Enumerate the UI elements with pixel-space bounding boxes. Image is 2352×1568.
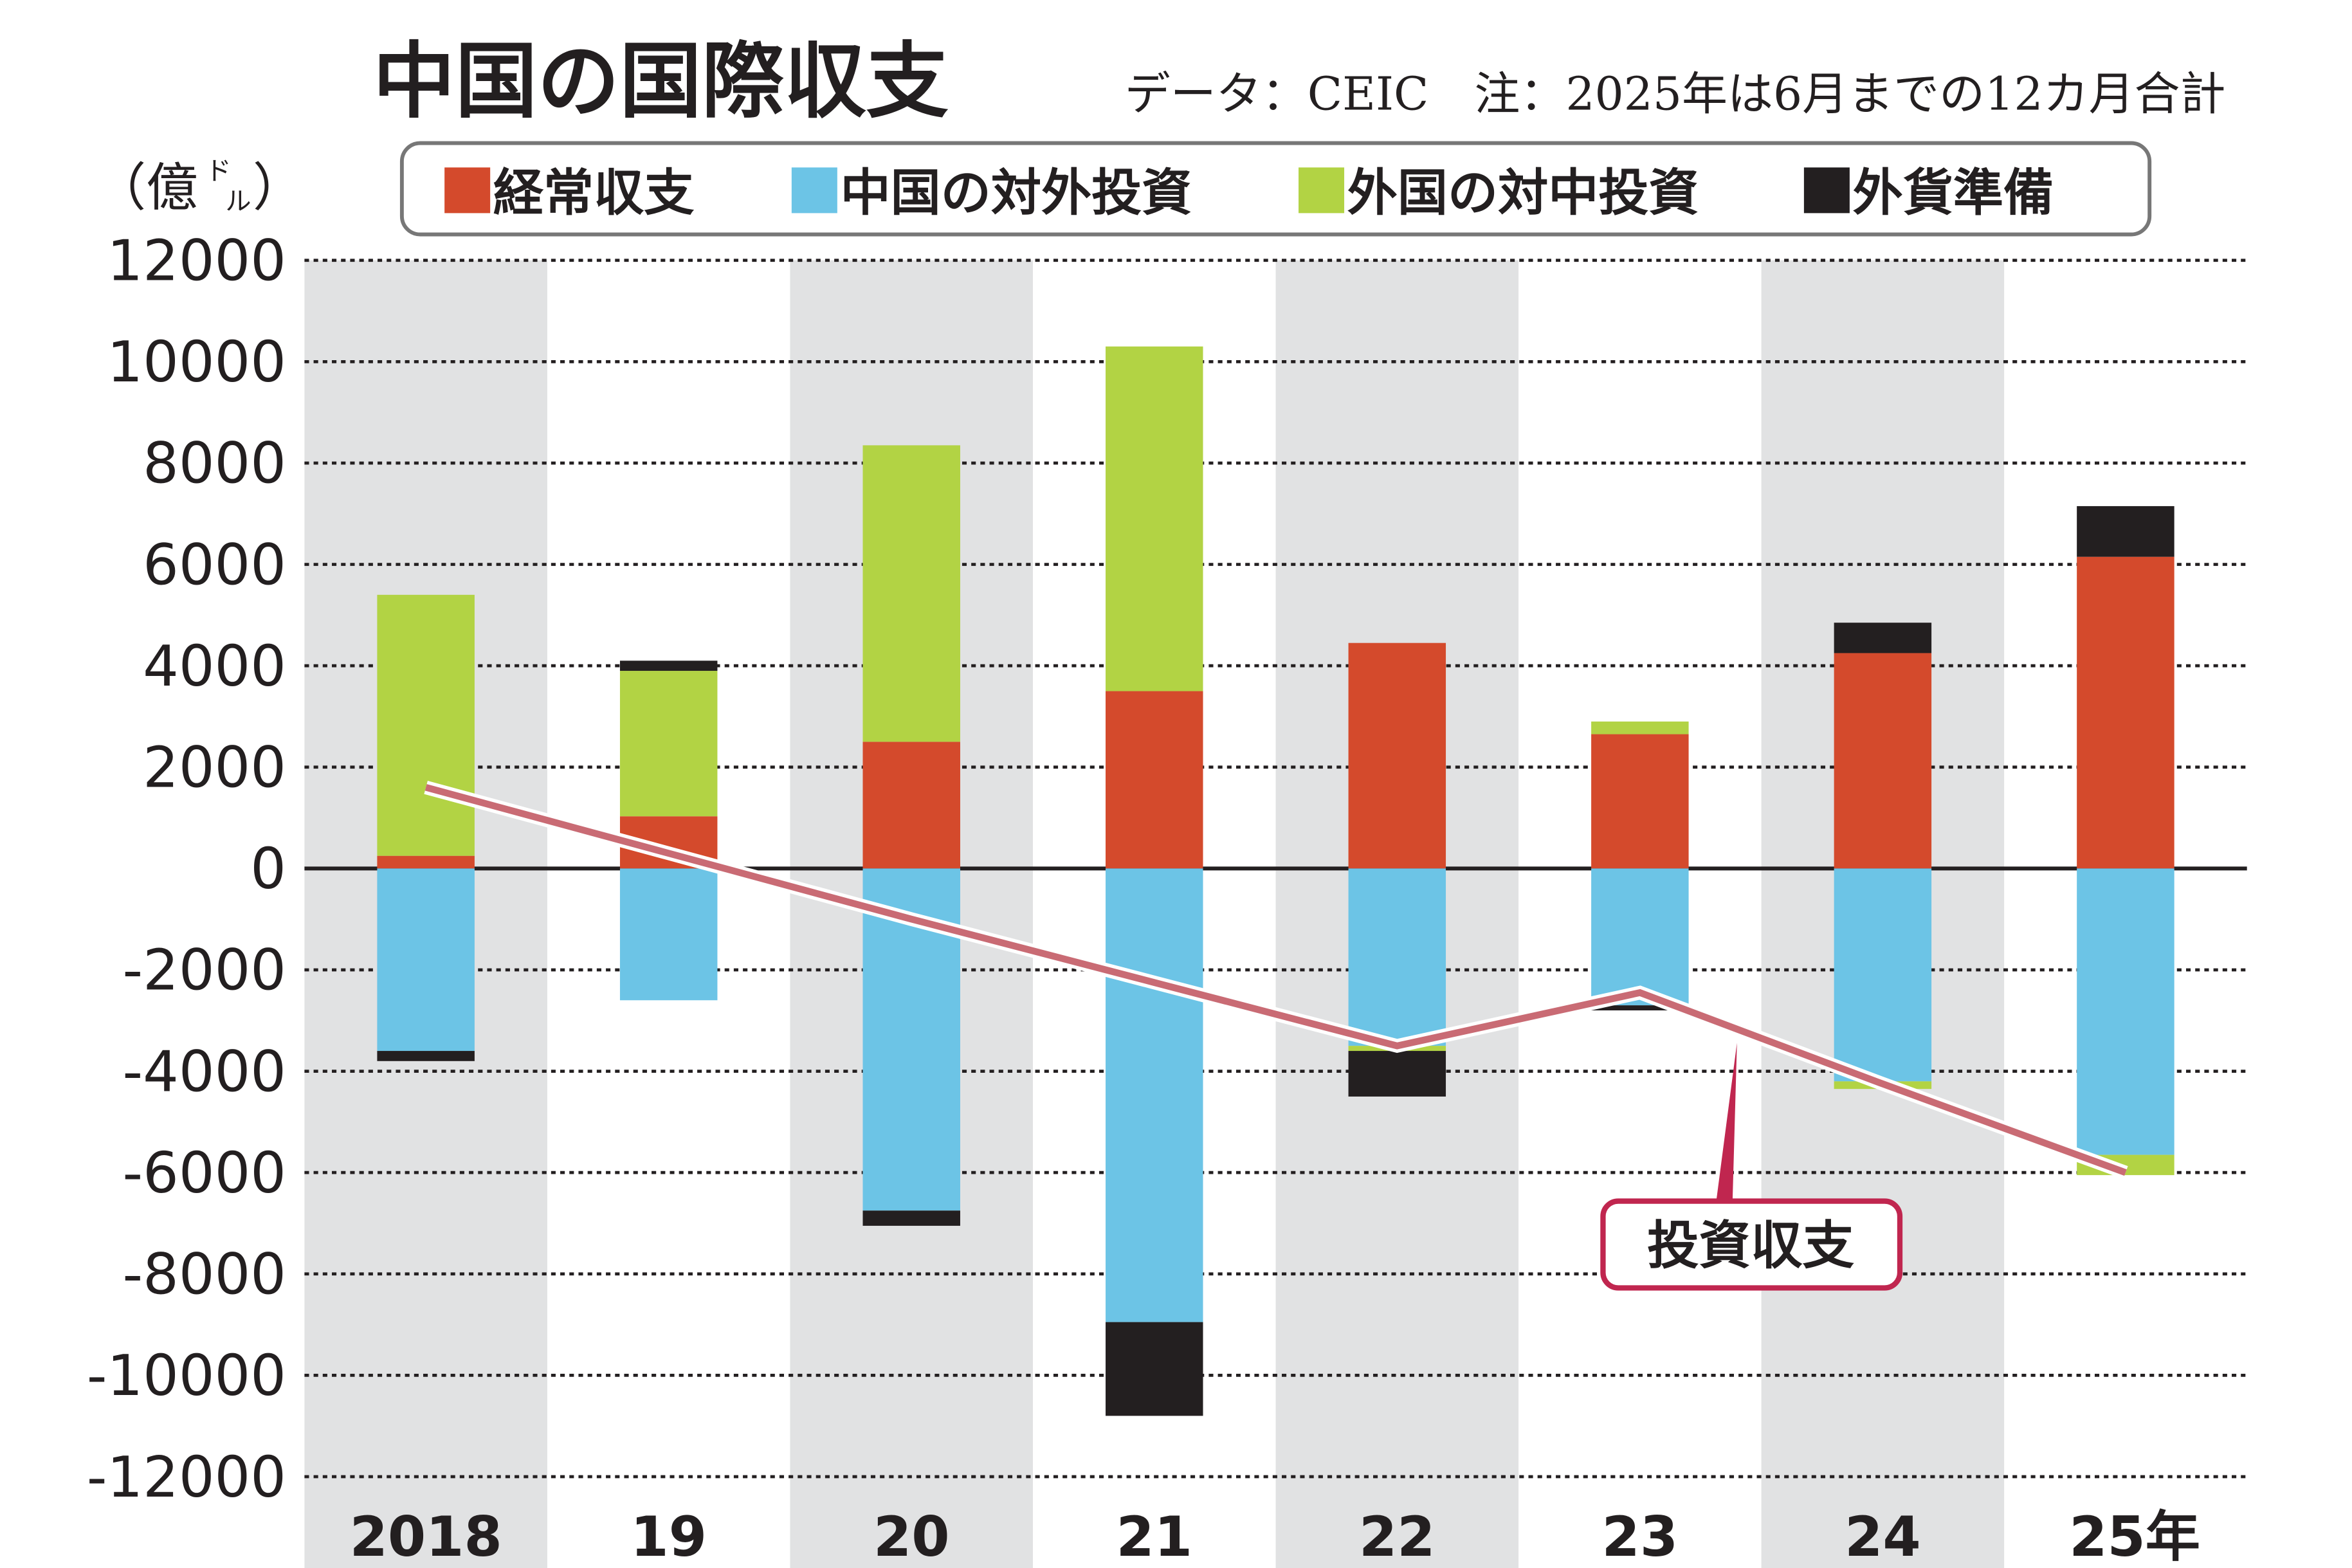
bar-fx-reserves [1106,1322,1203,1416]
bar-inward-investment [1106,346,1203,691]
bar-fx-reserves [1348,1051,1446,1097]
bar-fx-reserves [862,1210,960,1226]
bar-inward-investment [862,445,960,742]
y-tick-label: 0 [250,836,286,902]
bar-current-account [1348,643,1446,869]
x-tick-label: 24 [1845,1506,1921,1568]
bar-current-account [377,855,475,869]
bar-outward-investment [377,868,475,1052]
x-tick-label: 21 [1116,1506,1192,1568]
y-tick-label: -4000 [123,1039,286,1104]
x-tick-label: 20 [873,1506,950,1568]
y-tick-label: -12000 [87,1445,286,1510]
callout-pointer [1715,1043,1737,1206]
bar-fx-reserves [1591,1005,1689,1011]
legend-label: 経常収支 [493,164,694,223]
bar-current-account [1834,653,1932,869]
y-tick-label: 2000 [143,735,286,801]
legend-swatch-fx-reserves [1803,167,1850,214]
bar-outward-investment [1348,868,1446,1046]
y-tick-label: -2000 [123,938,286,1003]
bar-inward-investment [1591,721,1689,734]
unit-small-do: ド [206,156,232,186]
unit-small-ru: ル [225,187,251,217]
callout-box [1600,1198,1903,1291]
legend-label: 外貨準備 [1853,164,2054,223]
x-tick-label: 2018 [350,1506,502,1568]
unit-main: （億 [95,158,198,218]
bar-outward-investment [2077,868,2174,1155]
legend-label: 外国の対中投資 [1347,164,1699,223]
legend-swatch-outward-investment [791,167,837,214]
x-tick-label: 25年 [2069,1506,2200,1568]
y-tick-label: 8000 [143,431,286,497]
source-note: データ：CEIC 注：2025年は6月までの12カ月合計 [1125,67,2226,120]
bar-fx-reserves [2077,506,2174,557]
bar-outward-investment [619,868,718,1001]
chart-title: 中国の国際収支 [373,33,949,129]
y-tick-label: -6000 [123,1140,286,1206]
bar-current-account [1591,734,1689,869]
unit-close: ） [253,158,304,218]
unit-label: （億 ド ル ） [95,156,305,217]
y-tick-label: -8000 [123,1242,286,1308]
bar-current-account [2077,556,2174,869]
bar-inward-investment [377,594,475,856]
bar-outward-investment [1591,868,1689,1006]
bar-fx-reserves [1834,623,1932,653]
legend-swatch-inward-investment [1299,167,1345,214]
legend-label: 中国の対外投資 [841,164,1192,223]
x-tick-label: 19 [630,1506,707,1568]
bar-fx-reserves [619,661,718,671]
legend-swatch-current-account [444,167,491,214]
y-tick-label: 6000 [143,532,286,597]
callout-label: 投資収支 [1647,1216,1854,1276]
bar-current-account [1106,691,1203,869]
y-tick-label: 12000 [107,228,286,294]
x-tick-label: 23 [1602,1506,1679,1568]
y-tick-label: 10000 [107,329,286,395]
bar-inward-investment [619,671,718,817]
y-tick-label: -10000 [87,1343,286,1408]
bar-current-account [862,742,960,869]
investment-balance-line [424,784,2127,1176]
legend: 経常収支 中国の対外投資 外国の対中投資 外貨準備 [399,141,2152,237]
bar-fx-reserves [377,1051,475,1061]
y-tick-label: 4000 [143,634,286,699]
x-tick-label: 22 [1359,1506,1436,1568]
bar-outward-investment [1834,868,1932,1082]
bar-outward-investment [1106,868,1203,1322]
legend-box [399,141,2152,237]
